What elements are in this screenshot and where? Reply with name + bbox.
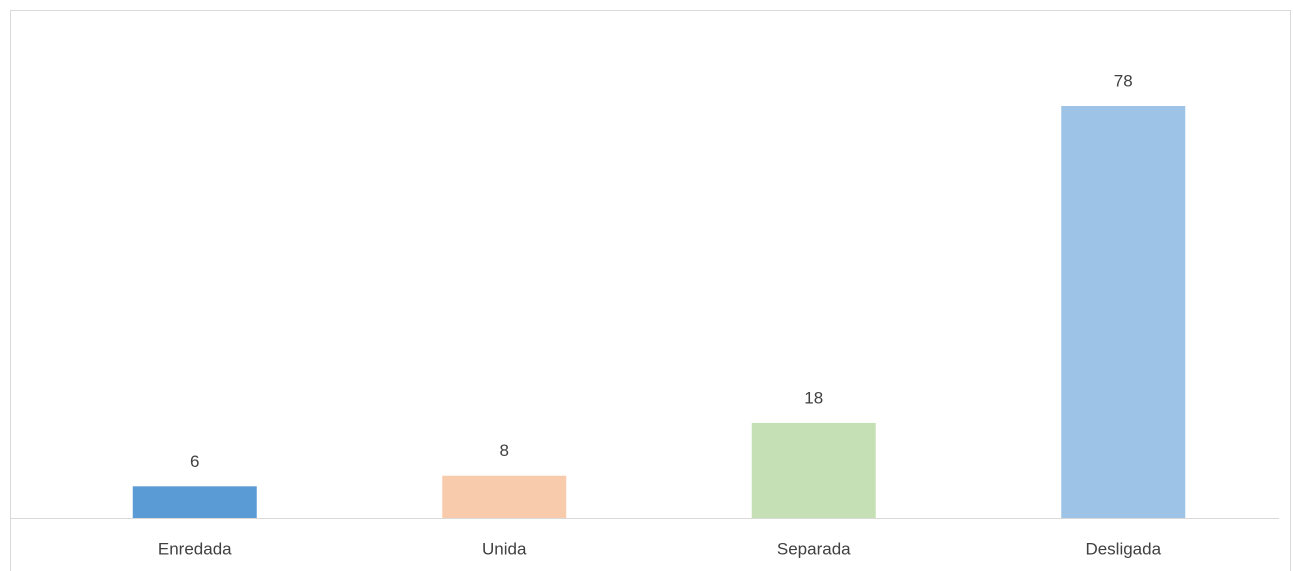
bar [442,475,567,518]
chart-border [10,10,1291,571]
bar [751,422,876,518]
data-label: 6 [190,452,199,471]
x-tick-label: Desligada [1085,539,1161,558]
x-tick-label: Unida [482,539,527,558]
bar [132,486,257,518]
x-tick-label: Enredada [158,539,232,558]
data-label: 8 [500,441,509,460]
x-tick-label: Separada [777,539,851,558]
data-label: 18 [804,388,823,407]
bar [1061,106,1186,518]
data-label: 78 [1114,71,1133,90]
